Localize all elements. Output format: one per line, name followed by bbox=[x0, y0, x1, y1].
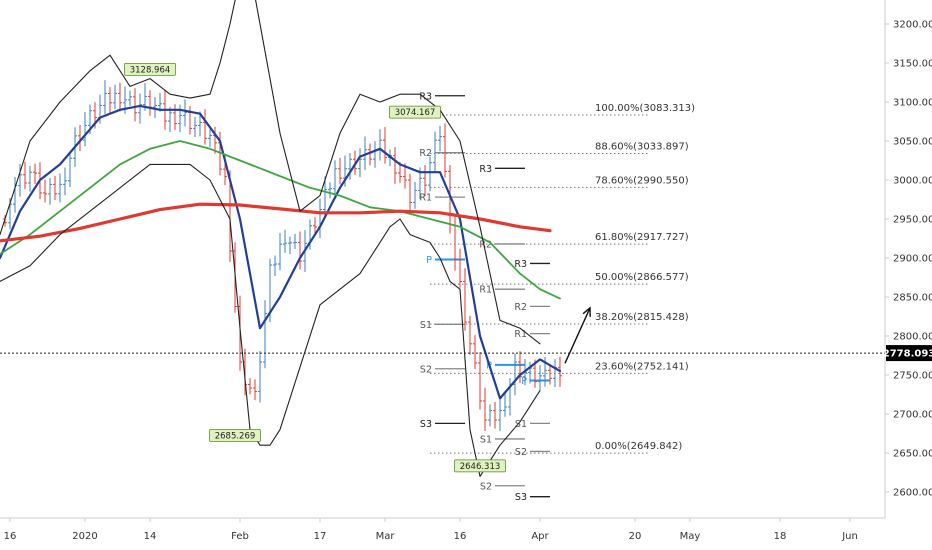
fib-level-label: 0.00%(2649.842) bbox=[595, 441, 682, 452]
pivot-label: S3 bbox=[420, 419, 432, 430]
pivot-label: R2 bbox=[419, 148, 432, 159]
y-tick-label: 2900.000 bbox=[893, 254, 932, 265]
pivot-label: R3 bbox=[419, 91, 432, 102]
y-tick-label: 3200.000 bbox=[893, 20, 932, 31]
fib-level-label: 23.60%(2752.141) bbox=[595, 361, 689, 372]
x-axis-ticks: 16 2020 14 Feb 17 Mar 16 Apr 20 May 18 Jun bbox=[4, 518, 858, 542]
pivot-label: S2 bbox=[515, 447, 527, 458]
pivot-label: P bbox=[426, 255, 432, 266]
x-tick-label: Feb bbox=[231, 531, 249, 542]
x-tick-label: 14 bbox=[144, 531, 157, 542]
fib-level-label: 100.00%(3083.313) bbox=[595, 103, 695, 114]
fib-level-label: 38.20%(2815.428) bbox=[595, 312, 689, 323]
pivot-label: P bbox=[521, 376, 527, 387]
y-tick-label: 3000.000 bbox=[893, 176, 932, 187]
price-annotation-label: 3074.167 bbox=[395, 108, 436, 118]
pivot-label: S2 bbox=[420, 364, 432, 375]
current-price-label: 2778.093 bbox=[883, 349, 932, 360]
arrow-head bbox=[582, 306, 591, 317]
fib-level-label: 88.60%(3033.897) bbox=[595, 142, 689, 153]
price-annotation-label: 2646.313 bbox=[460, 462, 501, 472]
price-annotation-label: 2685.269 bbox=[215, 431, 256, 441]
pivot-label: S1 bbox=[420, 320, 432, 331]
y-axis-ticks: 2600.000 2650.000 2700.000 2750.000 2800.000… bbox=[885, 20, 932, 499]
y-tick-label: 2700.000 bbox=[893, 410, 932, 421]
y-tick-label: 2650.000 bbox=[893, 449, 932, 460]
x-tick-label: 16 bbox=[454, 531, 467, 542]
series-line-bb_lower bbox=[0, 163, 541, 477]
series-line-ma200 bbox=[0, 202, 552, 243]
y-tick-label: 2950.000 bbox=[893, 215, 932, 226]
y-tick-label: 2600.000 bbox=[893, 488, 932, 499]
pivot-label: S1 bbox=[480, 434, 492, 445]
price-annotation-box bbox=[209, 429, 261, 442]
x-tick-label: Jun bbox=[841, 531, 858, 542]
pivot-label: S3 bbox=[515, 492, 527, 503]
price-bars bbox=[3, 80, 562, 432]
price-annotation-box bbox=[454, 459, 506, 473]
projection-arrow bbox=[564, 306, 591, 364]
pivot-label: R1 bbox=[479, 285, 492, 296]
current-price-badge: 2778.093 bbox=[883, 345, 932, 362]
x-tick-label: Apr bbox=[531, 531, 549, 542]
x-tick-label: May bbox=[680, 531, 701, 542]
pivot-label: R1 bbox=[514, 329, 527, 340]
pivot-label: R1 bbox=[419, 193, 432, 204]
indicator-lines bbox=[0, 0, 562, 477]
pivot-label: R2 bbox=[514, 302, 527, 313]
price-annotation-box bbox=[124, 63, 176, 76]
fib-level-label: 50.00%(2866.577) bbox=[595, 272, 689, 283]
pivot-label: R3 bbox=[479, 164, 492, 175]
x-tick-label: 20 bbox=[629, 531, 642, 542]
arrow-shaft bbox=[564, 307, 591, 364]
fib-level-label: 78.60%(2990.550) bbox=[595, 175, 689, 186]
y-tick-label: 3150.000 bbox=[893, 59, 932, 70]
y-tick-label: 2750.000 bbox=[893, 371, 932, 382]
fib-level-label: 61.80%(2917.727) bbox=[595, 232, 689, 243]
x-tick-label: 17 bbox=[314, 531, 327, 542]
y-tick-label: 2850.000 bbox=[893, 293, 932, 304]
series-line-ma50 bbox=[0, 140, 561, 300]
pivot-label: R2 bbox=[479, 239, 492, 250]
y-tick-label: 3050.000 bbox=[893, 137, 932, 148]
series-line-ma20 bbox=[0, 104, 562, 400]
axes bbox=[0, 0, 886, 519]
price-annotation-label: 3128.964 bbox=[130, 65, 171, 75]
x-tick-label: Mar bbox=[376, 531, 396, 542]
x-tick-label: 16 bbox=[4, 531, 17, 542]
series-line-bb_upper bbox=[0, 0, 541, 345]
fibonacci-levels: 100.00%(3083.313) 88.60%(3033.897) 78.60%(… bbox=[430, 103, 695, 454]
x-tick-label: 2020 bbox=[72, 531, 97, 542]
current-price-box bbox=[886, 345, 932, 362]
price-annotations: 3128.964 3074.167 2685.269 2646.313 bbox=[124, 63, 506, 473]
price-annotation-box bbox=[389, 105, 441, 119]
x-tick-label: 18 bbox=[774, 531, 787, 542]
y-tick-label: 3100.000 bbox=[893, 98, 932, 109]
pivot-label: S1 bbox=[515, 419, 527, 430]
y-tick-label: 2800.000 bbox=[893, 332, 932, 343]
pivot-label: R3 bbox=[514, 259, 527, 270]
pivot-label: S2 bbox=[480, 481, 492, 492]
